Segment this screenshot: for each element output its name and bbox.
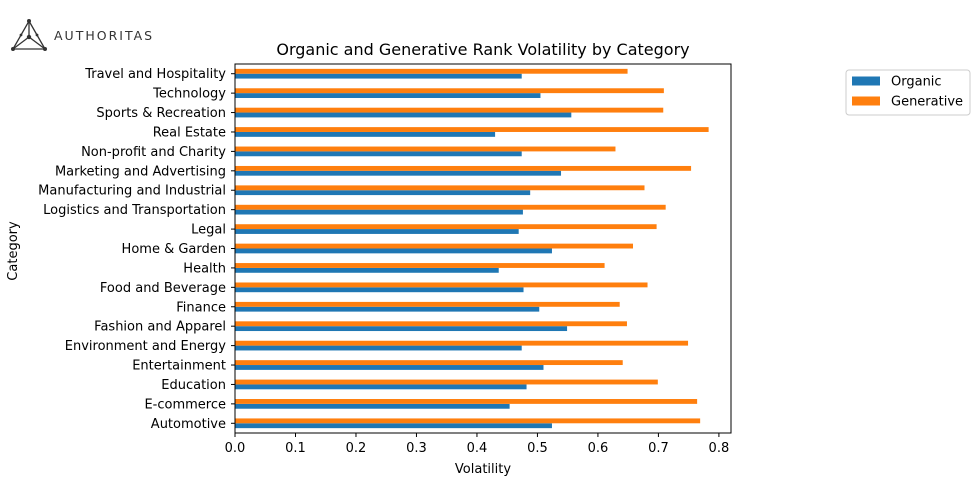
legend-label-organic: Organic [891,75,942,90]
y-axis-label: Category [6,221,21,281]
category-label: E-commerce [144,397,226,412]
category-label: Non-profit and Charity [81,145,226,160]
bar-generative-6 [235,301,620,307]
category-label: Health [183,261,226,276]
axes-layer: 0.0 0.1 0.2 0.3 0.4 0.5 0.6 0.7 0.8 Automotive E-c… [38,63,732,456]
bar-organic-2 [235,384,527,390]
category-label: Marketing and Advertising [55,164,226,179]
logo-text: AUTHORITAS [54,27,155,43]
x-tick-label: 0.0 [225,441,246,456]
bar-organic-10 [235,229,519,234]
bar-organic-5 [235,326,568,332]
legend-swatch-generative [852,96,880,106]
bar-generative-12 [235,185,645,191]
bar-organic-16 [235,112,572,118]
category-label: Sports & Recreation [96,106,226,121]
bar-organic-6 [235,306,540,312]
category-label: Education [161,378,226,393]
bar-generative-18 [235,68,628,74]
category-label: Manufacturing and Industrial [38,184,226,199]
bar-organic-1 [235,403,510,409]
x-tick-label: 0.7 [648,441,669,456]
legend-label-generative: Generative [891,95,963,110]
bar-organic-3 [235,365,544,370]
bar-organic-9 [235,248,552,254]
authoritas-logo-icon [11,19,47,51]
bar-generative-16 [235,107,664,113]
bar-organic-7 [235,287,524,293]
category-label: Fashion and Apparel [94,320,226,335]
category-label: Logistics and Transportation [43,203,226,218]
bar-organic-18 [235,73,522,79]
x-tick-label: 0.2 [346,441,367,456]
bar-generative-4 [235,340,689,346]
legend: Organic Generative [845,69,971,116]
legend-swatch-organic [852,76,880,86]
chart-title: Organic and Generative Rank Volatility b… [276,40,689,59]
bar-generative-0 [235,418,701,424]
bar-organic-0 [235,423,552,429]
bar-generative-5 [235,321,627,327]
bar-generative-1 [235,399,698,404]
category-label: Travel and Hospitality [84,67,226,82]
bar-organic-12 [235,190,531,196]
bar-generative-15 [235,127,709,132]
bar-organic-17 [235,93,541,98]
category-label: Entertainment [132,359,226,374]
bar-generative-3 [235,360,623,366]
bar-generative-13 [235,165,692,171]
bar-generative-14 [235,146,616,152]
bar-generative-7 [235,282,648,288]
x-tick-label: 0.1 [285,441,306,456]
bar-organic-14 [235,151,522,157]
x-axis-label: Volatility [455,462,511,477]
bars-layer [235,68,709,429]
bar-organic-4 [235,345,522,351]
category-label: Technology [152,87,226,102]
bar-organic-11 [235,209,523,215]
x-tick-label: 0.4 [467,441,488,456]
category-label: Home & Garden [122,242,226,257]
bar-generative-10 [235,224,657,230]
x-tick-label: 0.6 [588,441,609,456]
category-label: Real Estate [153,125,226,140]
x-tick-label: 0.8 [709,441,730,456]
bar-organic-13 [235,170,562,176]
x-tick-label: 0.3 [406,441,427,456]
authoritas-logo: AUTHORITAS [10,18,154,52]
bar-generative-9 [235,243,634,249]
bar-generative-8 [235,263,605,268]
bar-generative-17 [235,88,664,94]
category-label: Automotive [151,417,226,432]
bar-generative-2 [235,379,658,385]
category-label: Finance [176,300,226,315]
bar-organic-15 [235,131,496,137]
category-label: Legal [191,223,226,238]
x-tick-label: 0.5 [527,441,548,456]
bar-organic-8 [235,267,499,273]
bar-generative-11 [235,204,666,210]
category-label: Food and Beverage [100,281,226,296]
category-label: Environment and Energy [65,339,227,354]
